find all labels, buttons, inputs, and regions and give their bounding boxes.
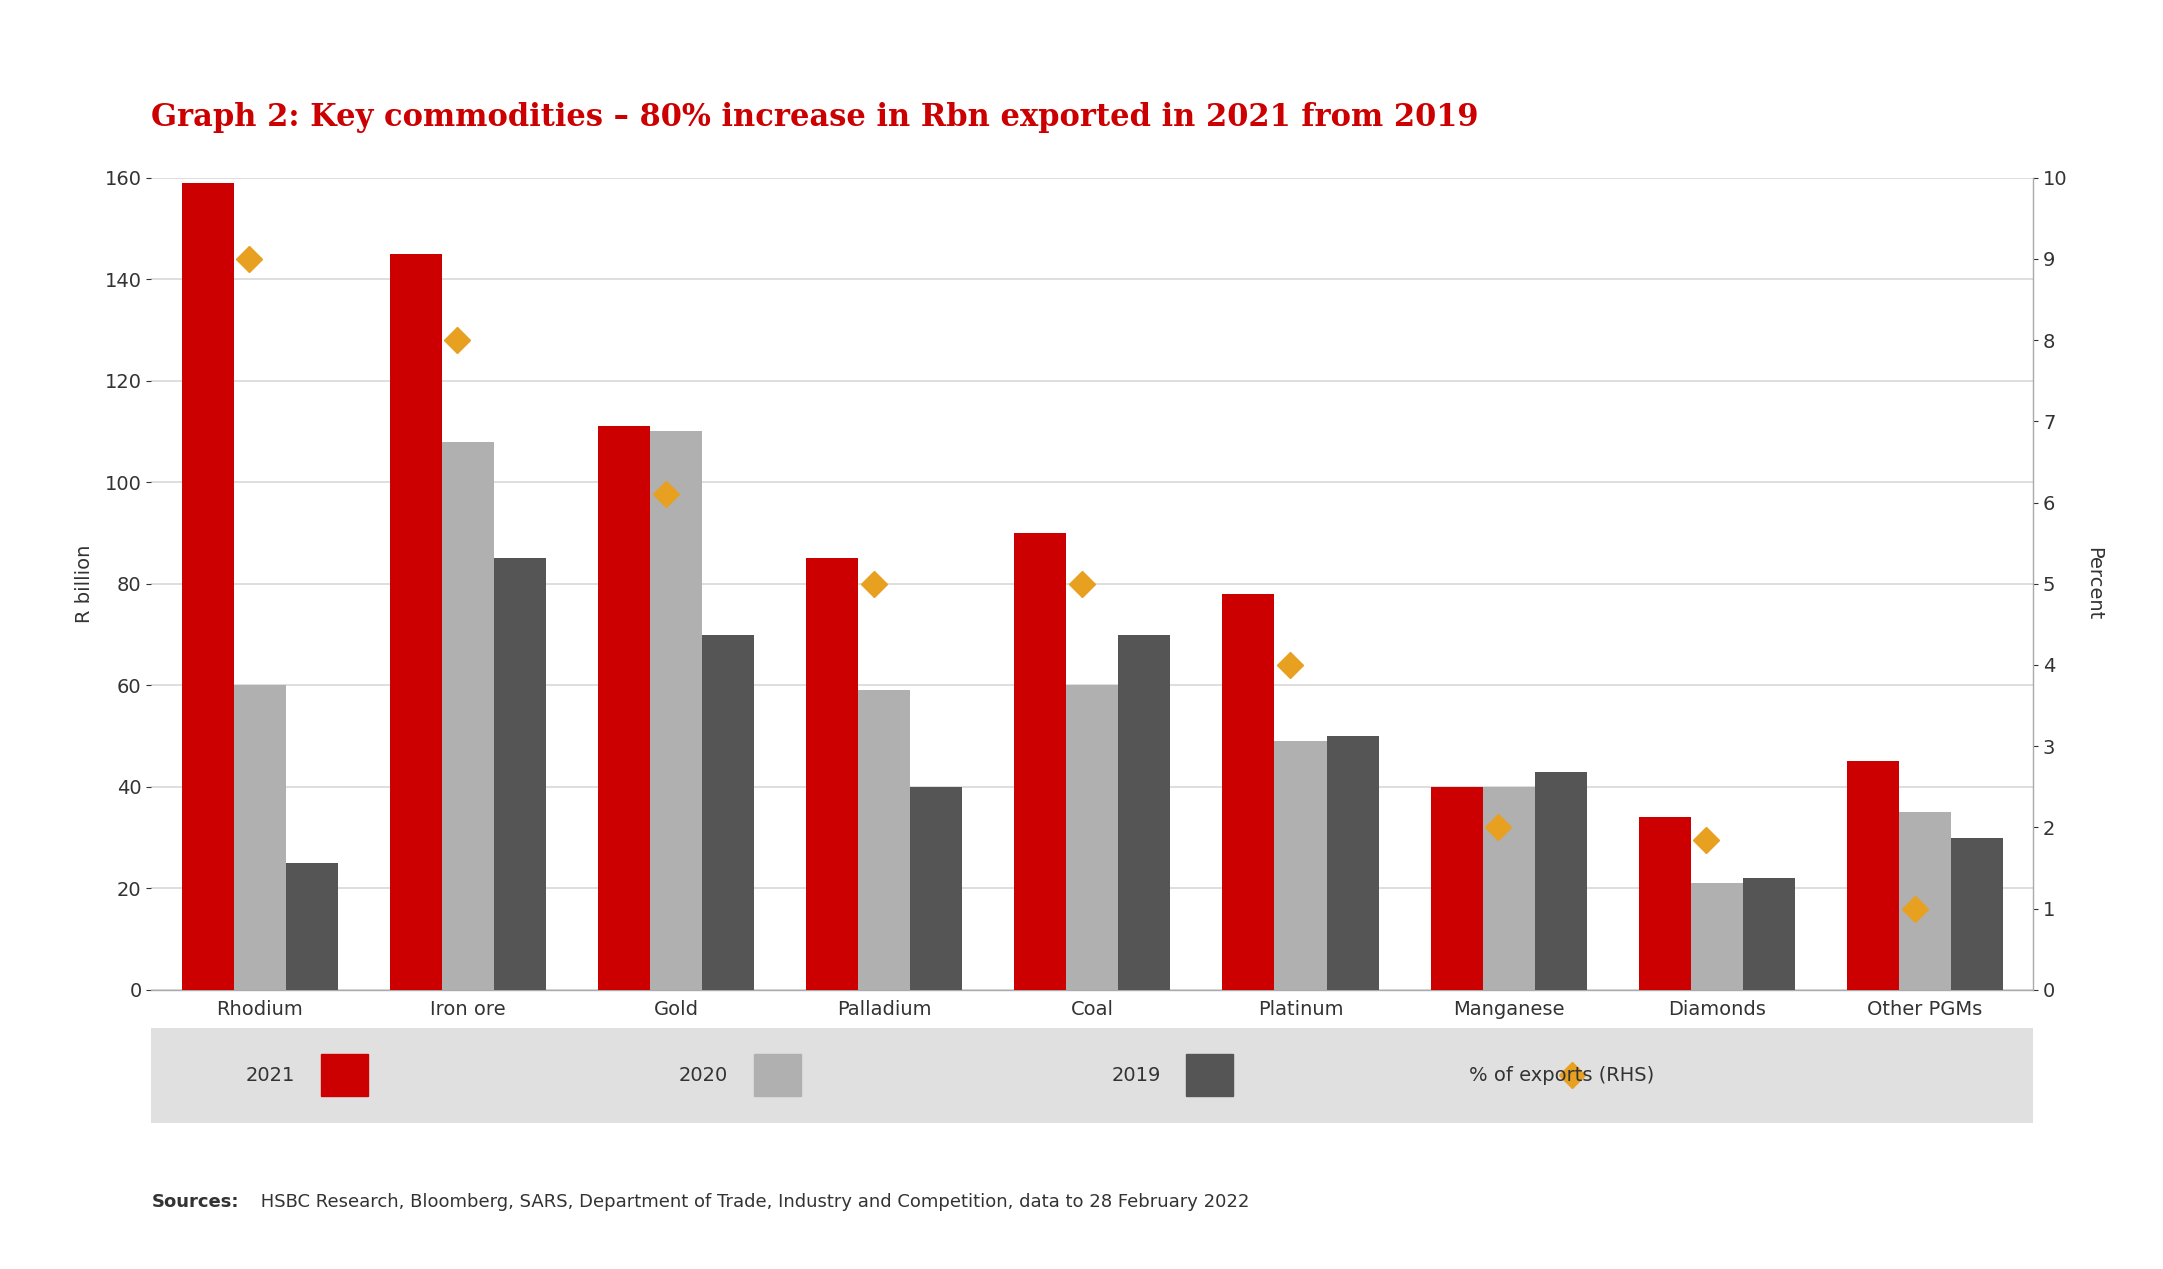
Bar — [1014, 533, 1066, 990]
Bar — [703, 634, 755, 990]
Bar — [1899, 812, 1951, 990]
Bar — [911, 787, 963, 990]
Bar — [1847, 761, 1899, 990]
Bar — [1691, 883, 1743, 990]
Text: 2021: 2021 — [247, 1066, 294, 1085]
FancyBboxPatch shape — [320, 1053, 368, 1096]
FancyBboxPatch shape — [753, 1053, 800, 1096]
Bar — [1430, 787, 1482, 990]
Bar — [1066, 685, 1118, 990]
Bar — [649, 431, 703, 990]
FancyBboxPatch shape — [1185, 1053, 1233, 1096]
Bar — [807, 558, 859, 990]
Y-axis label: R billion: R billion — [74, 544, 93, 623]
Bar — [493, 558, 545, 990]
Text: HSBC Research, Bloomberg, SARS, Department of Trade, Industry and Competition, d: HSBC Research, Bloomberg, SARS, Departme… — [255, 1193, 1250, 1211]
Bar — [1743, 878, 1795, 990]
Text: Graph 2: Key commodities – 80% increase in Rbn exported in 2021 from 2019: Graph 2: Key commodities – 80% increase … — [151, 103, 1479, 133]
Bar — [286, 863, 337, 990]
Text: 2020: 2020 — [679, 1066, 727, 1085]
Bar — [1222, 594, 1274, 990]
Bar — [1274, 741, 1326, 990]
Bar — [234, 685, 286, 990]
Text: % of exports (RHS): % of exports (RHS) — [1469, 1066, 1655, 1085]
Bar — [1482, 787, 1536, 990]
Bar — [1640, 817, 1691, 990]
Bar — [1951, 838, 2003, 990]
Bar — [1536, 772, 1588, 990]
Bar — [1118, 634, 1170, 990]
Bar — [1326, 736, 1378, 990]
Text: 2019: 2019 — [1112, 1066, 1162, 1085]
Bar — [859, 690, 911, 990]
Bar — [441, 442, 493, 990]
Bar — [182, 183, 234, 990]
Bar — [389, 254, 441, 990]
Bar — [597, 426, 649, 990]
Y-axis label: Percent: Percent — [2085, 547, 2102, 621]
Text: Sources:: Sources: — [151, 1193, 238, 1211]
